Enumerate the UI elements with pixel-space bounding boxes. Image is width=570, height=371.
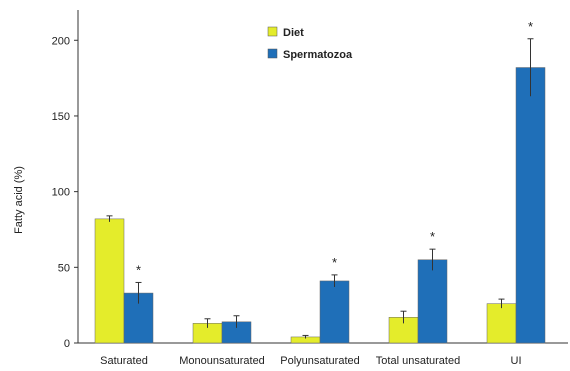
y-tick-label: 0 — [64, 338, 70, 350]
y-tick-label: 200 — [52, 35, 70, 47]
bar-spermatozoa-total-unsaturated — [417, 259, 448, 344]
legend-swatch-spermatozoa — [267, 48, 278, 59]
x-tick-label-total-unsaturated: Total unsaturated — [376, 355, 460, 367]
bar-spermatozoa-ui — [515, 67, 546, 344]
y-axis-label: Fatty acid (%) — [13, 166, 25, 234]
significance-marker-total-unsaturated: * — [430, 229, 435, 244]
bar-diet-ui — [486, 303, 517, 344]
legend-label-spermatozoa: Spermatozoa — [283, 49, 353, 61]
y-tick-label: 50 — [58, 262, 70, 274]
legend: Diet Spermatozoa — [267, 26, 353, 61]
x-tick-label-ui: UI — [511, 355, 522, 367]
bar-diet-saturated — [94, 218, 125, 344]
labels: 0 50 100 150 200 * Saturated Monounsaturated * Po… — [52, 19, 533, 367]
legend-swatch-diet — [267, 26, 278, 37]
x-tick-label-polyunsaturated: Polyunsaturated — [280, 355, 360, 367]
x-tick-label-monounsaturated: Monounsaturated — [179, 355, 265, 367]
significance-marker-ui: * — [528, 19, 533, 34]
x-tick-label-saturated: Saturated — [100, 355, 148, 367]
y-tick-label: 100 — [52, 187, 70, 199]
bar-spermatozoa-polyunsaturated — [319, 280, 350, 344]
y-tick-label: 150 — [52, 111, 70, 123]
legend-label-diet: Diet — [283, 27, 304, 39]
significance-marker-saturated: * — [136, 262, 141, 277]
bars — [94, 38, 546, 344]
significance-marker-polyunsaturated: * — [332, 255, 337, 270]
